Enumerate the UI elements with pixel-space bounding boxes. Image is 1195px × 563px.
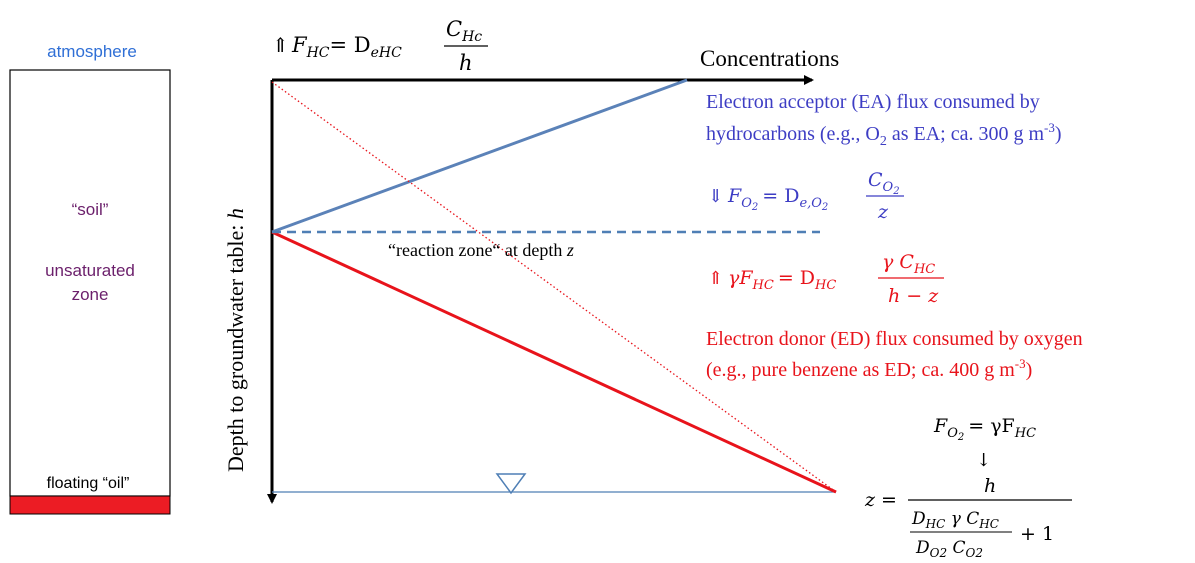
up-double-arrow-icon: ⇑: [708, 268, 723, 289]
atmosphere-label: atmosphere: [47, 42, 137, 61]
down-double-arrow-icon: ⇓: [708, 186, 723, 207]
plus-one: + 1: [1020, 523, 1054, 545]
hc-flux-equation: ⇑ γFHC = DHC γ CHC h − z: [708, 251, 944, 307]
depth-axis-label: Depth to groundwater table: h: [223, 208, 248, 472]
eq-numerator: γ CHC: [882, 251, 935, 277]
concentration-axis-label: Concentrations: [700, 46, 839, 71]
eq-part: γFHC = DHC: [728, 267, 836, 293]
eq-part: FHC= DeHC: [291, 33, 402, 61]
eq-numerator: CHc: [446, 17, 482, 45]
eq-denominator: z: [877, 201, 889, 223]
hydrocarbon-profile-line: [271, 230, 837, 494]
inner-denominator: DO2 CO2: [915, 538, 983, 560]
floating-oil-label: floating “oil”: [47, 475, 130, 492]
oxygen-profile-line: [271, 78, 688, 234]
reaction-zone-label: “reaction zone“ at depth z: [388, 240, 574, 260]
z-solution-equation: z = h DHC γ CHC DO2 CO2 + 1: [864, 475, 1072, 560]
soil-column: [9, 69, 171, 497]
up-double-arrow-icon: ⇑: [272, 33, 289, 57]
ea-line1: Electron acceptor (EA) flux consumed by: [706, 91, 1040, 113]
eq-numerator: h: [984, 475, 996, 497]
unsaturated-label-line2: zone: [72, 285, 109, 304]
ed-line1: Electron donor (ED) flux consumed by oxy…: [706, 328, 1083, 350]
eq-part: FO2= γFHC: [933, 415, 1036, 443]
eq-denominator: h − z: [888, 285, 939, 307]
ed-description: Electron donor (ED) flux consumed by oxy…: [706, 328, 1083, 381]
eq-part: FO2= De,O2: [727, 185, 828, 213]
inner-numerator: DHC γ CHC: [911, 509, 999, 531]
unsaturated-label-line1: unsaturated: [45, 261, 135, 280]
balance-equation: FO2= γFHC ↓: [933, 415, 1036, 471]
top-flux-equation: ⇑ FHC= DeHC CHc h: [272, 17, 488, 75]
soil-label: “soil”: [72, 200, 109, 219]
hydrocarbon-dotted-line: [271, 81, 837, 493]
o2-flux-equation: ⇓ FO2= De,O2 CO2 z: [708, 169, 904, 223]
down-arrow-icon: ↓: [976, 450, 991, 471]
eq-denominator: h: [459, 51, 473, 75]
oil-layer: [9, 495, 171, 515]
eq-lhs: z =: [864, 489, 897, 511]
eq-numerator: CO2: [868, 169, 900, 197]
ea-line2: hydrocarbons (e.g., O2 as EA; ca. 300 g …: [706, 120, 1062, 149]
ea-description: Electron acceptor (EA) flux consumed by …: [706, 91, 1062, 149]
ed-line2: (e.g., pure benzene as ED; ca. 400 g m-3…: [706, 356, 1032, 381]
water-table-triangle-icon: [495, 473, 527, 495]
